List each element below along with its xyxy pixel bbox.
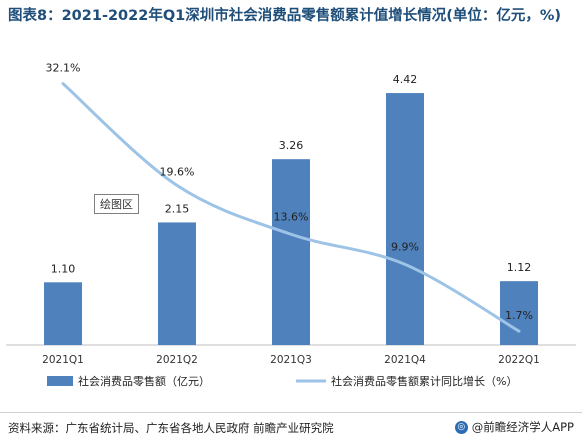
x-tick-2021Q4: 2021Q4 — [384, 354, 426, 366]
line-label-2021Q2: 19.6% — [160, 165, 195, 178]
bar-label-2021Q1: 1.10 — [51, 262, 76, 275]
chart-svg: 1.10 2021Q1 2.15 2021Q2 3.26 2021Q3 4.42 2021Q4… — [6, 62, 576, 388]
bar-label-2021Q3: 3.26 — [279, 139, 304, 152]
bar-label-2021Q4: 4.42 — [393, 73, 418, 86]
bar-2021Q4 — [386, 93, 424, 345]
line-label-2021Q1: 32.1% — [46, 62, 81, 75]
source-note: 资料来源：广东省统计局、广东省各地人民政府 前瞻产业研究院 — [8, 421, 334, 435]
footer-divider — [0, 412, 582, 413]
legend-label-bar: 社会消费品零售额（亿元） — [78, 374, 210, 388]
bar-2021Q3 — [272, 159, 310, 345]
x-tick-2021Q1: 2021Q1 — [42, 354, 84, 366]
line-label-2022Q1: 1.7% — [505, 309, 533, 322]
brand-logo-icon: ◎ — [454, 420, 468, 434]
legend-label-line: 社会消费品零售额累计同比增长（%） — [331, 374, 517, 388]
plot-area-label: 绘图区 — [94, 194, 139, 214]
x-tick-2021Q3: 2021Q3 — [270, 354, 312, 366]
bar-2021Q1 — [44, 282, 82, 345]
legend-swatch-bar — [47, 376, 73, 386]
bar-label-2022Q1: 1.12 — [507, 261, 532, 274]
x-tick-2021Q2: 2021Q2 — [156, 354, 198, 366]
chart-title: 图表8：2021-2022年Q1深圳市社会消费品零售额累计值增长情况(单位：亿元… — [8, 8, 562, 24]
x-tick-2022Q1: 2022Q1 — [498, 354, 540, 366]
bar-label-2021Q2: 2.15 — [165, 202, 190, 215]
line-label-2021Q4: 9.9% — [391, 240, 419, 253]
growth-line — [61, 82, 521, 333]
line-label-2021Q3: 13.6% — [274, 210, 309, 223]
bar-2021Q2 — [158, 222, 196, 345]
brand-text: @前瞻经济学人APP — [471, 420, 574, 434]
bar-2022Q1 — [500, 281, 538, 345]
brand-mark: ◎ @前瞻经济学人APP — [454, 419, 574, 435]
